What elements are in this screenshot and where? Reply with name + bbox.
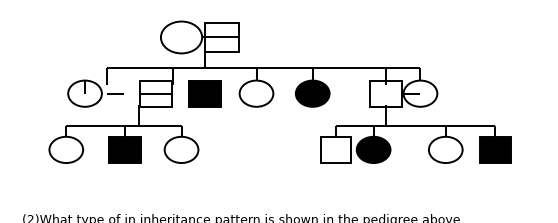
Ellipse shape	[239, 81, 273, 107]
Bar	[189, 81, 221, 107]
Bar	[205, 23, 239, 52]
Text: (2)What type of in inheritance pattern is shown in the pedigree above: (2)What type of in inheritance pattern i…	[22, 214, 461, 223]
Ellipse shape	[296, 81, 330, 107]
Ellipse shape	[357, 137, 391, 163]
Ellipse shape	[68, 81, 102, 107]
Bar	[479, 137, 511, 163]
Ellipse shape	[403, 81, 437, 107]
Bar	[109, 137, 141, 163]
Ellipse shape	[50, 137, 83, 163]
Ellipse shape	[429, 137, 463, 163]
Ellipse shape	[165, 137, 199, 163]
Bar	[321, 137, 351, 163]
Ellipse shape	[161, 22, 202, 53]
Bar	[370, 81, 402, 107]
Bar	[140, 81, 172, 107]
